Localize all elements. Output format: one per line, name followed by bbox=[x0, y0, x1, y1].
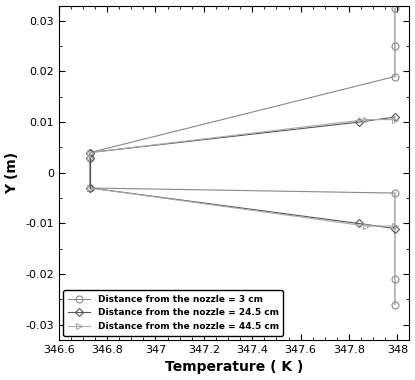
Distance from the nozzle = 3 cm bbox=[88, 150, 93, 155]
Distance from the nozzle = 3 cm bbox=[88, 186, 93, 190]
Distance from the nozzle = 3 cm bbox=[393, 277, 398, 282]
Distance from the nozzle = 44.5 cm bbox=[364, 117, 369, 122]
Distance from the nozzle = 44.5 cm bbox=[393, 117, 398, 122]
Distance from the nozzle = 3 cm bbox=[393, 44, 398, 48]
Distance from the nozzle = 44.5 cm bbox=[364, 224, 369, 228]
Distance from the nozzle = 24.5 cm bbox=[393, 226, 398, 231]
Line: Distance from the nozzle = 44.5 cm: Distance from the nozzle = 44.5 cm bbox=[88, 117, 398, 229]
Line: Distance from the nozzle = 24.5 cm: Distance from the nozzle = 24.5 cm bbox=[88, 114, 398, 231]
Distance from the nozzle = 3 cm bbox=[88, 155, 93, 160]
Distance from the nozzle = 24.5 cm bbox=[393, 115, 398, 119]
Distance from the nozzle = 3 cm bbox=[393, 191, 398, 195]
Y-axis label: Y (m): Y (m) bbox=[5, 152, 20, 194]
Distance from the nozzle = 3 cm bbox=[393, 302, 398, 307]
X-axis label: Temperature ( K ): Temperature ( K ) bbox=[165, 361, 303, 374]
Distance from the nozzle = 24.5 cm bbox=[88, 155, 93, 160]
Distance from the nozzle = 24.5 cm bbox=[88, 186, 93, 190]
Distance from the nozzle = 44.5 cm bbox=[393, 224, 398, 228]
Legend: Distance from the nozzle = 3 cm, Distance from the nozzle = 24.5 cm, Distance fr: Distance from the nozzle = 3 cm, Distanc… bbox=[63, 290, 283, 336]
Distance from the nozzle = 44.5 cm bbox=[88, 155, 93, 160]
Distance from the nozzle = 24.5 cm bbox=[88, 150, 93, 155]
Distance from the nozzle = 3 cm bbox=[393, 6, 398, 10]
Distance from the nozzle = 3 cm bbox=[393, 74, 398, 79]
Distance from the nozzle = 44.5 cm bbox=[88, 150, 93, 155]
Distance from the nozzle = 44.5 cm bbox=[88, 186, 93, 190]
Distance from the nozzle = 24.5 cm bbox=[356, 221, 361, 226]
Distance from the nozzle = 24.5 cm bbox=[356, 120, 361, 124]
Line: Distance from the nozzle = 3 cm: Distance from the nozzle = 3 cm bbox=[87, 5, 398, 308]
